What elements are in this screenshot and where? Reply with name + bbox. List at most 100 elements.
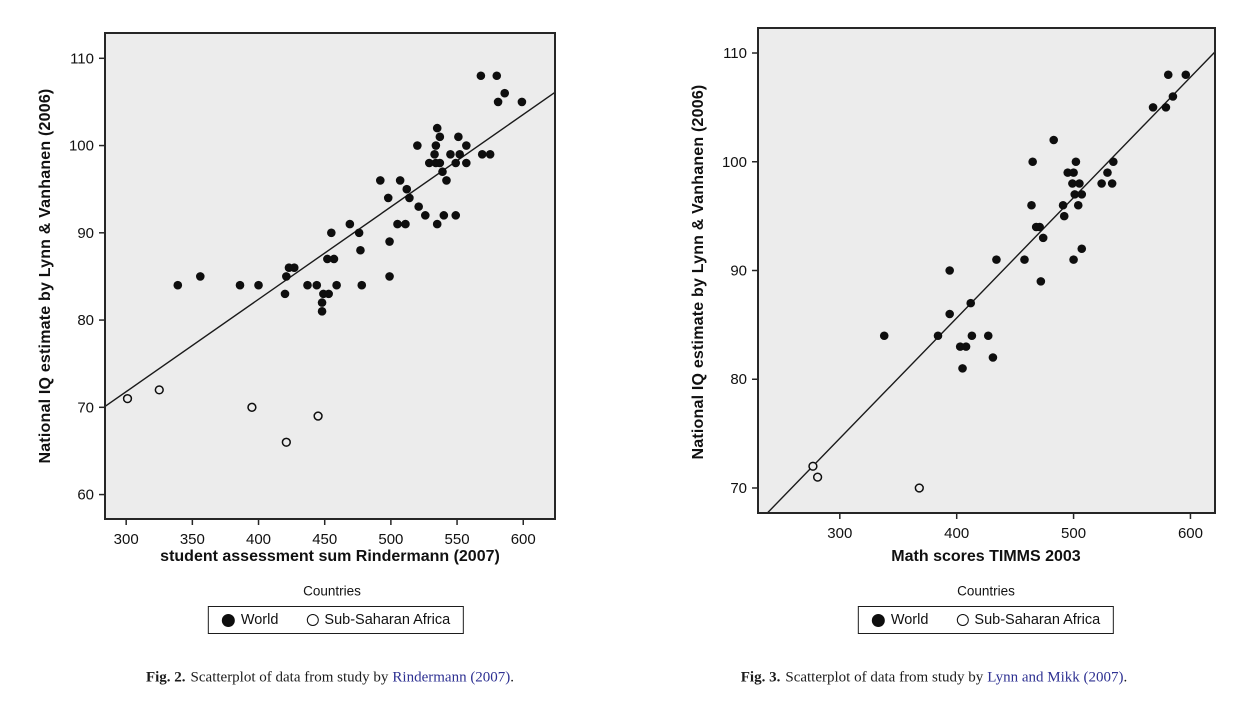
- data-point-world: [446, 149, 455, 159]
- data-point-world: [1109, 157, 1118, 167]
- data-point-world: [354, 228, 364, 238]
- data-point-world: [1069, 168, 1078, 177]
- y-tick-label: 80: [730, 371, 747, 388]
- data-point-world: [1058, 200, 1068, 210]
- data-point-world: [945, 266, 954, 275]
- fig3-caption-number: Fig. 3.: [740, 669, 781, 686]
- data-point-world: [517, 97, 527, 107]
- data-point-world: [442, 176, 451, 185]
- data-point-world: [1027, 200, 1036, 210]
- x-tick-label: 450: [312, 531, 337, 548]
- fig2-legend-world-label: World: [240, 612, 279, 628]
- fig2-legend-ssa-label: Sub-Saharan Africa: [324, 612, 451, 628]
- data-point-world: [413, 141, 422, 150]
- fig2-x-axis-label: student assessment sum Rindermann (2007): [160, 548, 500, 565]
- fig2-legend: World Sub-Saharan Africa: [207, 606, 465, 634]
- x-tick-label: 600: [1178, 525, 1203, 542]
- data-point-world: [393, 219, 402, 229]
- data-point-world: [329, 254, 339, 264]
- data-point-world: [424, 158, 434, 168]
- data-point-world: [1071, 157, 1081, 167]
- data-point-world: [477, 149, 487, 159]
- data-point-world: [933, 331, 943, 341]
- data-point-world: [1168, 92, 1178, 101]
- plot-area: [758, 28, 1215, 513]
- data-point-sub-saharan-africa: [122, 393, 133, 404]
- data-point-world: [958, 364, 967, 373]
- data-point-world: [435, 132, 445, 142]
- data-point-world: [1161, 103, 1171, 112]
- x-tick-label: 500: [1061, 525, 1086, 542]
- data-point-world: [454, 132, 463, 142]
- data-point-world: [967, 331, 977, 341]
- data-point-world: [383, 193, 393, 203]
- data-point-sub-saharan-africa: [313, 411, 323, 421]
- data-point-world: [1181, 70, 1191, 80]
- data-point-world: [385, 237, 394, 246]
- data-point-sub-saharan-africa: [154, 385, 164, 395]
- data-point-sub-saharan-africa: [281, 437, 291, 447]
- fig2-caption-text: Scatterplot of data from study by: [190, 669, 389, 686]
- x-tick-label: 500: [378, 531, 403, 548]
- data-point-world: [1073, 200, 1083, 210]
- fig3-x-axis-label: Math scores TIMMS 2003: [891, 548, 1081, 565]
- data-point-world: [493, 97, 503, 107]
- data-point-world: [1028, 157, 1037, 167]
- y-tick-label: 70: [730, 480, 747, 497]
- fig3-legend-item-ssa: Sub-Saharan Africa: [956, 612, 1100, 628]
- data-point-world: [254, 280, 263, 290]
- data-point-sub-saharan-africa: [247, 402, 257, 412]
- data-point-world: [395, 176, 405, 185]
- fig3-legend-item-world: World: [871, 612, 929, 628]
- data-point-world: [492, 71, 502, 81]
- data-point-world: [988, 353, 998, 362]
- data-point-world: [1077, 190, 1087, 199]
- data-point-world: [173, 280, 183, 290]
- fig3-citation-link[interactable]: Lynn and Mikk (2007): [987, 669, 1124, 686]
- data-point-world: [289, 263, 299, 273]
- data-point-world: [1107, 179, 1117, 188]
- fig2-citation-link[interactable]: Rindermann (2007): [392, 669, 511, 686]
- filled-circle-icon: [221, 613, 235, 627]
- data-point-world: [1049, 135, 1059, 145]
- fig2-scatterplot: 300 350 400 450 500 550 600 60 70 80 90 …: [69, 32, 556, 548]
- data-point-world: [317, 298, 327, 307]
- data-point-sub-saharan-africa: [808, 461, 818, 471]
- data-point-world: [983, 331, 993, 341]
- data-point-sub-saharan-africa: [812, 472, 823, 482]
- fig3-caption-text: Scatterplot of data from study by: [785, 669, 984, 686]
- data-point-world: [462, 141, 471, 150]
- data-point-world: [1038, 233, 1048, 243]
- fig3-legend-world-label: World: [890, 612, 929, 628]
- plot-border: [757, 27, 1216, 514]
- data-point-world: [462, 158, 471, 168]
- data-point-world: [235, 280, 245, 290]
- data-point-world: [280, 289, 290, 299]
- data-point-world: [1070, 190, 1080, 199]
- y-tick-label: 110: [723, 45, 747, 62]
- data-point-world: [323, 254, 332, 264]
- y-tick-label: 100: [722, 154, 747, 171]
- data-point-world: [476, 71, 486, 81]
- data-point-world: [1068, 179, 1077, 188]
- x-tick-label: 350: [180, 531, 205, 548]
- plot-border: [104, 32, 556, 520]
- fig2-caption-period: .: [510, 669, 515, 686]
- fig2-caption: Fig. 2. Scatterplot of data from study by…: [146, 670, 514, 687]
- data-point-world: [1020, 255, 1029, 264]
- data-point-world: [1035, 222, 1044, 232]
- data-point-world: [1059, 211, 1069, 221]
- data-point-world: [356, 245, 365, 255]
- y-tick-label: 90: [77, 225, 94, 242]
- data-point-world: [1163, 70, 1173, 80]
- data-point-world: [405, 193, 414, 203]
- data-point-world: [992, 255, 1001, 264]
- plot-area: [105, 33, 555, 519]
- data-point-world: [1077, 244, 1087, 254]
- data-point-world: [438, 167, 447, 177]
- data-point-world: [1097, 179, 1106, 188]
- data-point-world: [455, 149, 465, 159]
- data-point-world: [414, 202, 423, 211]
- x-tick-label: 400: [246, 531, 271, 548]
